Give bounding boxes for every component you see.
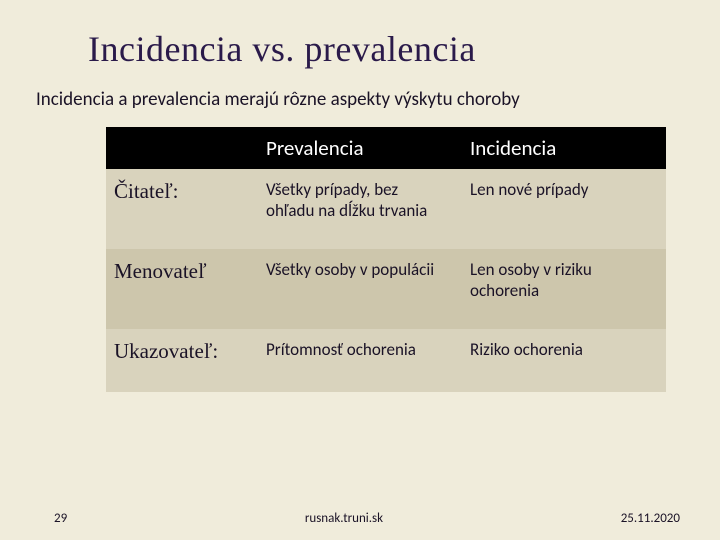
cell: Len osoby v riziku ochorenia — [462, 249, 666, 329]
cell: Všetky osoby v populácii — [258, 249, 462, 329]
table-header-incidencia: Incidencia — [462, 127, 666, 169]
table-header-row: Prevalencia Incidencia — [106, 127, 666, 169]
table-header-blank — [106, 127, 258, 169]
table-row: Menovateľ Všetky osoby v populácii Len o… — [106, 249, 666, 329]
page-title: Incidencia vs. prevalencia — [88, 28, 684, 70]
row-label: Menovateľ — [106, 249, 258, 329]
cell: Riziko ochorenia — [462, 329, 666, 392]
footer-center: rusnak.truni.sk — [305, 511, 383, 526]
row-label: Čitateľ: — [106, 169, 258, 249]
cell: Prítomnosť ochorenia — [258, 329, 462, 392]
table-row: Ukazovateľ: Prítomnosť ochorenia Riziko … — [106, 329, 666, 392]
row-label: Ukazovateľ: — [106, 329, 258, 392]
footer: 29 rusnak.truni.sk 25.11.2020 — [0, 511, 720, 526]
page-number: 29 — [54, 511, 67, 526]
slide: Incidencia vs. prevalencia Incidencia a … — [0, 0, 720, 540]
table-header-prevalencia: Prevalencia — [258, 127, 462, 169]
cell: Všetky prípady, bez ohľadu na dĺžku trva… — [258, 169, 462, 249]
subtitle: Incidencia a prevalencia merajú rôzne as… — [36, 88, 684, 111]
comparison-table: Prevalencia Incidencia Čitateľ: Všetky p… — [106, 127, 666, 392]
table-row: Čitateľ: Všetky prípady, bez ohľadu na d… — [106, 169, 666, 249]
cell: Len nové prípady — [462, 169, 666, 249]
footer-date: 25.11.2020 — [621, 511, 680, 526]
